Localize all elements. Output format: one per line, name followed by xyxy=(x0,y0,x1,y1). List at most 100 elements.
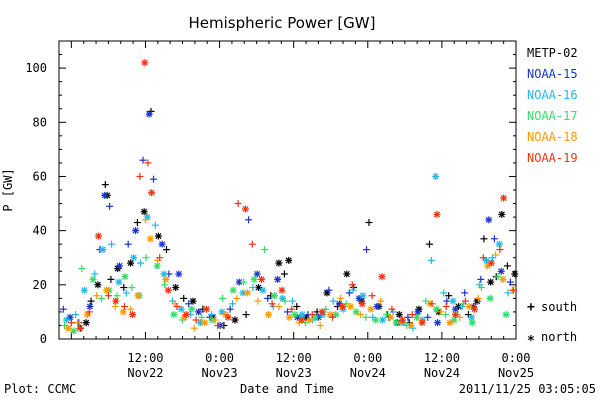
south-point xyxy=(150,175,157,183)
south-point xyxy=(368,292,376,300)
north-point xyxy=(76,324,84,332)
north-point xyxy=(80,286,88,294)
south-point xyxy=(337,294,345,302)
north-point xyxy=(495,240,503,248)
north-point xyxy=(355,294,363,302)
south-point xyxy=(477,275,485,283)
south-point xyxy=(504,289,512,297)
north-point xyxy=(414,308,422,316)
south-point xyxy=(365,219,373,226)
south-point xyxy=(363,246,370,254)
north-point xyxy=(484,262,492,270)
x-tick-date-label: Nov25 xyxy=(498,366,534,380)
north-point xyxy=(418,319,426,327)
north-point xyxy=(499,275,507,283)
south-point xyxy=(120,284,128,291)
north-point xyxy=(141,59,149,67)
south-point xyxy=(474,294,482,302)
north-point xyxy=(291,311,299,319)
north-point xyxy=(497,267,505,275)
south-point xyxy=(284,308,291,316)
north-point xyxy=(502,311,510,319)
south-point xyxy=(208,311,215,319)
north-point xyxy=(89,275,97,283)
north-point xyxy=(129,311,136,319)
north-point xyxy=(264,311,272,319)
x-tick-date-label: Nov22 xyxy=(127,366,163,380)
south-point xyxy=(229,300,236,308)
north-point xyxy=(132,227,140,235)
north-point xyxy=(358,300,366,308)
north-point xyxy=(471,305,479,313)
south-point xyxy=(428,300,436,308)
north-point xyxy=(203,305,211,313)
south-point xyxy=(293,303,301,310)
north-point xyxy=(498,210,506,218)
north-point xyxy=(485,216,493,224)
y-axis: 0 20 40 60 80 100 xyxy=(25,40,516,346)
north-point xyxy=(189,297,197,305)
legend-noaa-15: NOAA-15 xyxy=(527,67,578,81)
north-point xyxy=(367,305,375,313)
south-point xyxy=(442,311,450,319)
south-point xyxy=(356,311,364,319)
data-points xyxy=(59,59,519,335)
south-point xyxy=(127,305,135,313)
north-point xyxy=(347,303,354,310)
south-point xyxy=(424,313,432,321)
north-point xyxy=(432,305,440,313)
north-point xyxy=(116,262,123,270)
south-point xyxy=(477,284,485,291)
south-point xyxy=(496,246,504,254)
south-point xyxy=(128,284,136,291)
south-point xyxy=(192,316,200,324)
north-marker-label: north xyxy=(541,330,577,344)
south-point xyxy=(198,313,206,321)
north-point xyxy=(500,194,508,202)
north-point xyxy=(224,313,232,321)
south-point xyxy=(426,240,433,248)
north-point xyxy=(392,319,400,327)
south-point xyxy=(281,297,289,305)
south-point xyxy=(404,313,412,321)
north-point xyxy=(140,208,148,216)
north-point xyxy=(101,191,109,199)
series-noaa-17 xyxy=(61,246,510,335)
marker-legend: + south * north xyxy=(527,300,577,349)
north-point xyxy=(339,303,346,310)
south-point xyxy=(408,311,416,319)
north-point xyxy=(398,316,406,324)
north-point xyxy=(162,275,170,283)
north-point xyxy=(285,256,293,264)
south-point xyxy=(121,303,128,310)
south-point xyxy=(78,265,86,273)
south-point xyxy=(122,289,130,297)
north-point xyxy=(160,270,168,278)
north-point xyxy=(164,286,172,294)
south-point xyxy=(190,324,198,332)
north-point xyxy=(452,311,459,319)
south-point xyxy=(329,313,337,321)
x-tick-time-label: 12:00 xyxy=(276,351,312,365)
north-point xyxy=(486,294,494,302)
south-point xyxy=(427,256,435,264)
x-tick-time-label: 12:00 xyxy=(424,351,460,365)
south-point xyxy=(349,286,357,294)
north-point xyxy=(352,308,360,316)
south-point xyxy=(490,235,498,243)
north-point xyxy=(395,311,403,319)
north-point xyxy=(145,110,153,118)
south-marker-label: south xyxy=(541,300,577,314)
north-point xyxy=(86,303,94,310)
y-tick-label: 40 xyxy=(33,224,47,238)
south-point xyxy=(388,305,396,313)
north-point xyxy=(103,286,111,294)
north-point xyxy=(373,303,381,310)
south-point xyxy=(445,292,453,300)
north-point xyxy=(66,313,74,321)
south-point xyxy=(173,303,181,310)
y-axis-label: P [GW] xyxy=(1,168,15,211)
north-point xyxy=(449,297,457,305)
x-tick-time-label: 0:00 xyxy=(502,351,531,365)
north-point xyxy=(153,262,161,270)
